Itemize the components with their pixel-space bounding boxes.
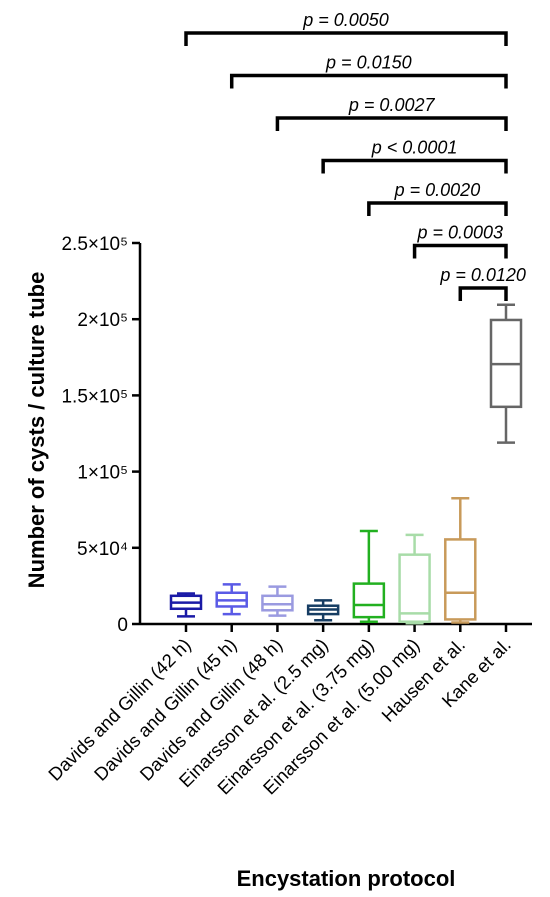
bracket-line [321,158,508,174]
iqr-box [444,538,477,621]
significance-bracket: p = 0.0027 [275,95,508,131]
box-plot [398,533,431,625]
p-value-label: p = 0.0120 [439,265,526,285]
y-tick-label: 2×10⁵ [77,310,128,331]
p-value-label: p < 0.0001 [371,138,458,158]
box-plot [169,592,203,618]
box-plot [306,599,340,622]
box-plot [444,497,477,624]
y-tick-label: 2.5×10⁵ [61,234,128,255]
bracket-line [229,73,508,89]
y-axis: 0 5×10⁴ 1×10⁵ 1.5×10⁵ 2×10⁵ 2.5×10⁵ [61,234,142,636]
iqr-box [352,582,386,619]
bracket-line [412,243,508,259]
significance-bracket: p = 0.0003 [412,223,508,259]
box-plot [489,303,523,444]
p-value-label: p = 0.0050 [302,10,389,30]
p-value-label: p = 0.0003 [416,223,503,243]
bracket-line [458,286,508,301]
x-axis-title: Encystation protocol [237,866,456,891]
x-axis: Davids and Gillin (42 h)Davids and Gilli… [44,622,532,799]
p-value-label: p = 0.0150 [325,53,412,73]
p-value-label: p = 0.0027 [348,95,436,115]
y-tick-label: 0 [117,615,128,636]
bracket-line [275,116,508,131]
box-plot [215,583,248,616]
y-tick-label: 5×10⁴ [77,539,128,560]
significance-bracket: p = 0.0020 [367,180,508,216]
significance-bracket: p < 0.0001 [321,138,508,174]
significance-bracket: p = 0.0150 [229,53,508,89]
y-axis-title: Number of cysts / culture tube [24,272,49,589]
significance-brackets: p = 0.0050 p = 0.0150 p = 0.0027 p < 0.0001… [184,10,526,301]
iqr-box [398,553,431,623]
boxes [169,303,523,625]
bracket-line [184,31,508,46]
box-plot [352,529,386,623]
y-tick-label: 1×10⁵ [77,463,128,484]
y-tick-label: 1.5×10⁵ [61,386,128,407]
box-plot [261,585,294,617]
significance-bracket: p = 0.0120 [439,265,526,301]
p-value-label: p = 0.0020 [394,180,481,200]
bracket-line [367,201,508,216]
significance-bracket: p = 0.0050 [184,10,508,46]
